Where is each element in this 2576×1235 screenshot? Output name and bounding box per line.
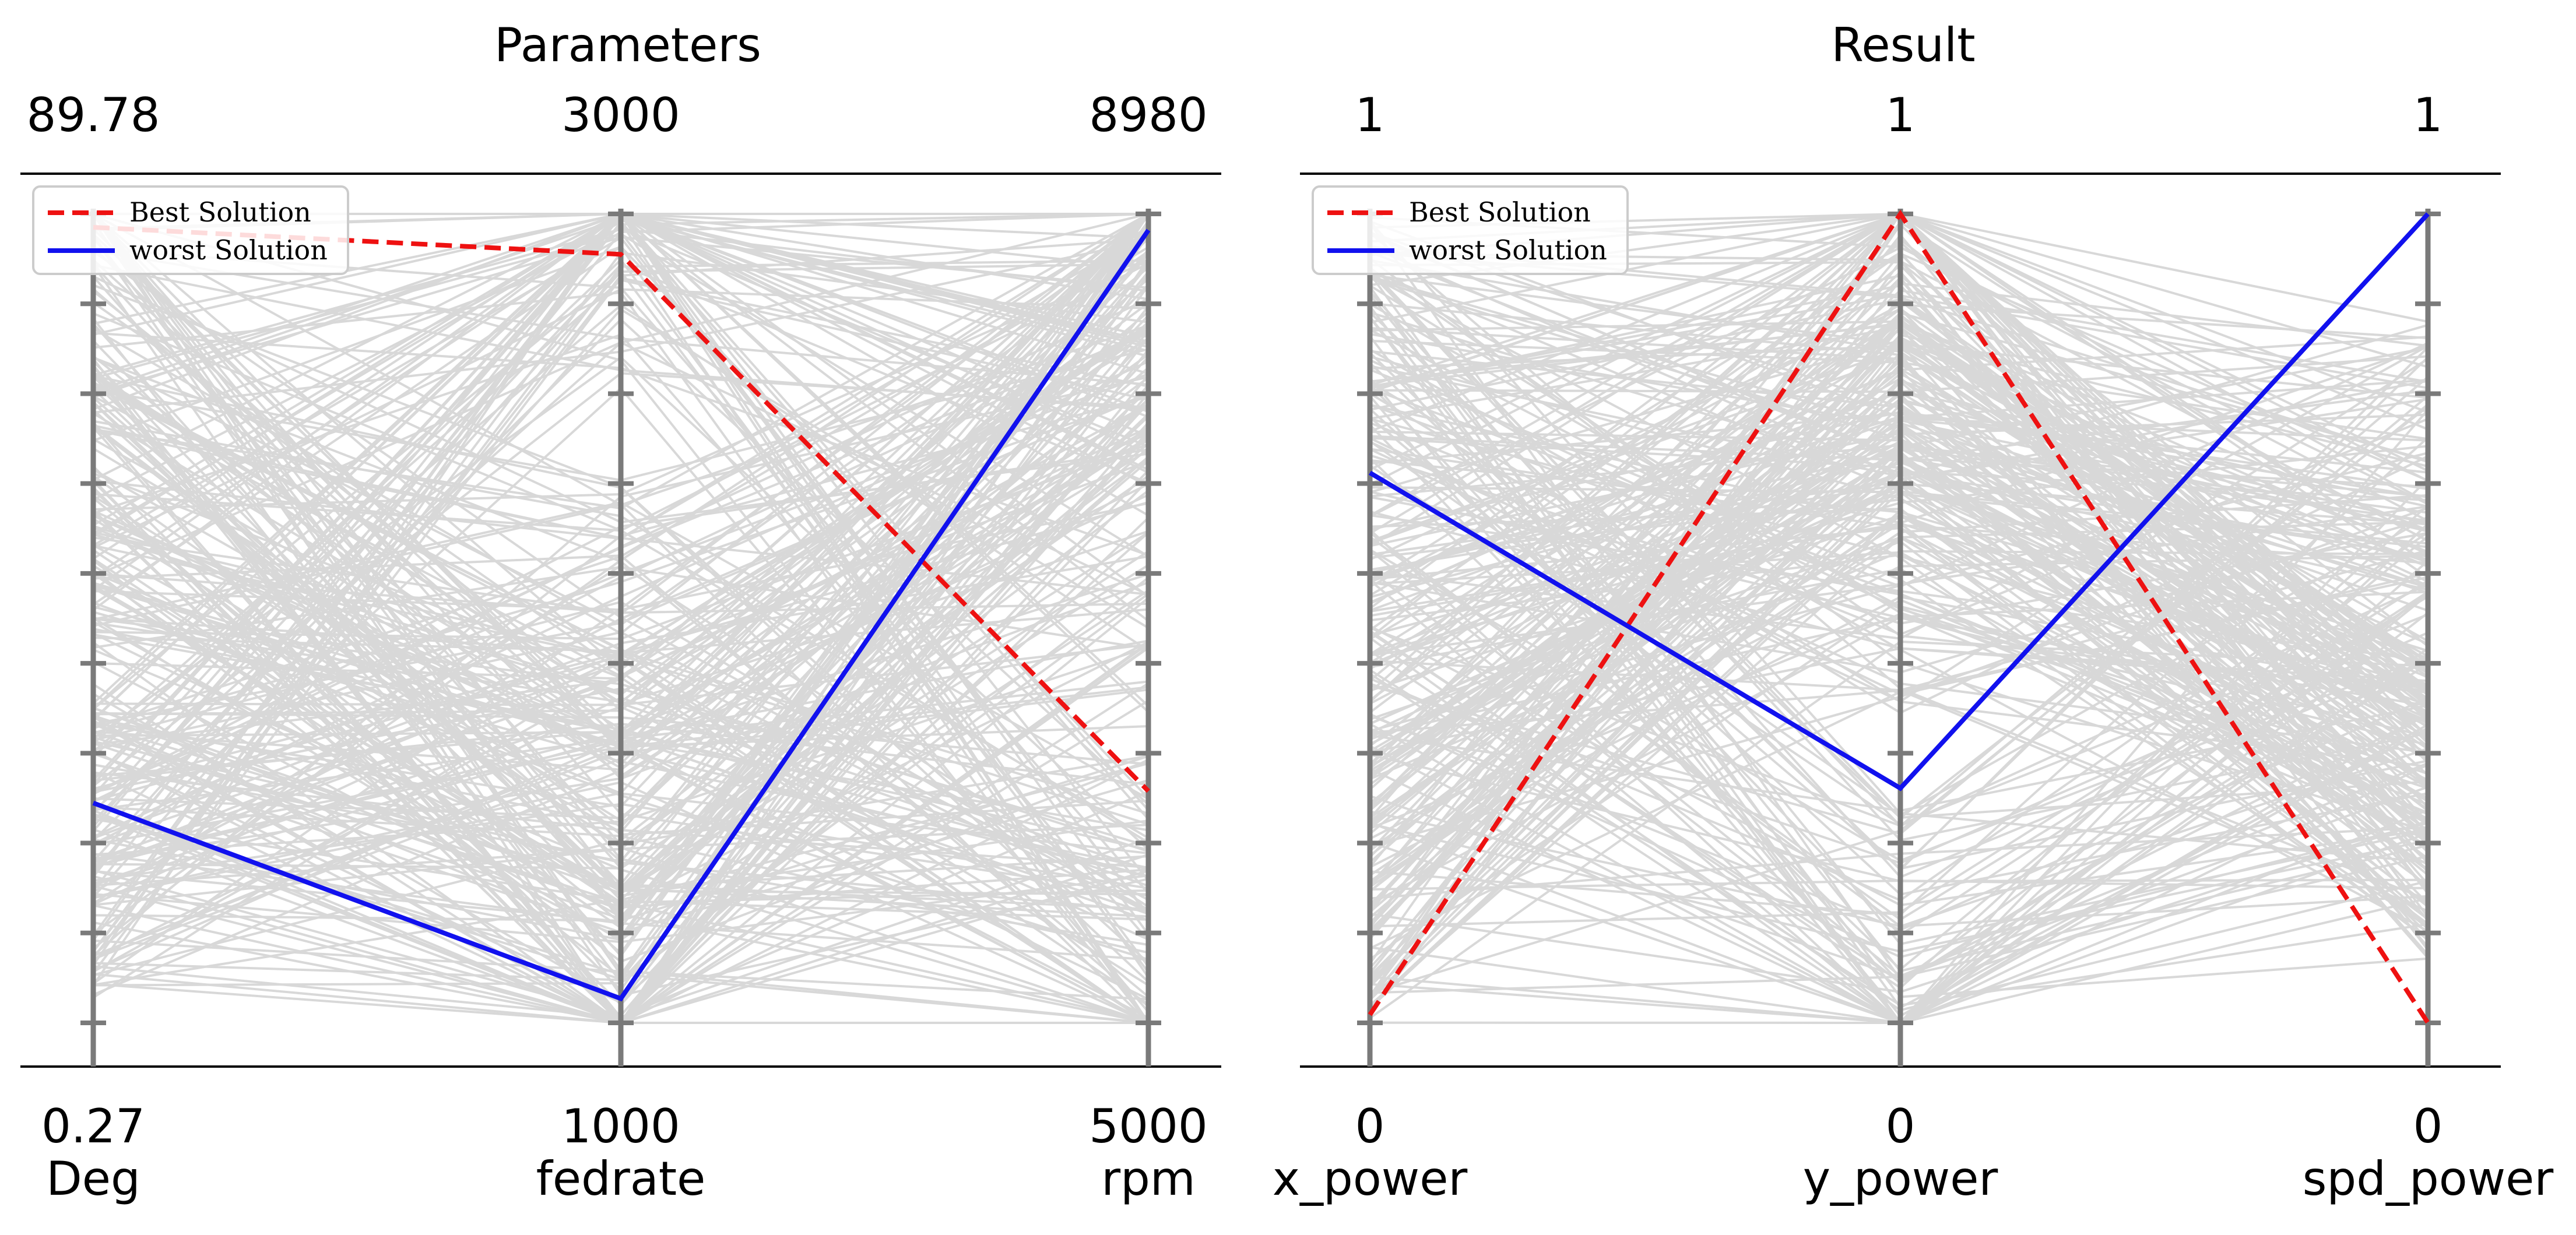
- axis-name-label: y_power: [1803, 1152, 1998, 1206]
- panel-1: Result10x_power10y_power10spd_powerBest …: [1273, 18, 2554, 1206]
- axis-max-label: 1: [1355, 88, 1385, 142]
- axis-name-label: x_power: [1273, 1152, 1468, 1206]
- worst-solution-line: [92, 228, 1151, 1002]
- axis-max-label: 3000: [561, 88, 680, 142]
- chart-title: Parameters: [494, 18, 761, 72]
- axis-min-label: 1000: [561, 1099, 680, 1153]
- legend: Best Solution worst Solution: [32, 185, 349, 275]
- legend-label: Best Solution: [129, 196, 311, 228]
- axis-min-label: 0: [1886, 1099, 1916, 1153]
- axis-1: 1 0y_power: [1803, 88, 1998, 1206]
- axis-name-label: spd_power: [2303, 1152, 2554, 1206]
- chart-title: Result: [1831, 18, 1975, 72]
- axis-min-label: 0: [2413, 1099, 2443, 1153]
- axis-min-label: 5000: [1089, 1099, 1208, 1153]
- legend-label: worst Solution: [129, 234, 328, 266]
- axis-min-label: 0: [1355, 1099, 1385, 1153]
- axis-name-label: Deg: [46, 1152, 140, 1206]
- legend: Best Solution worst Solution: [1312, 185, 1629, 275]
- axis-0: 1 0x_power: [1273, 88, 1468, 1206]
- background-lines: [1369, 212, 2429, 1025]
- axis-name-label: rpm: [1101, 1152, 1196, 1206]
- axis-max-label: 1: [1886, 88, 1916, 142]
- axis-max-label: 1: [2413, 88, 2443, 142]
- axis-max-label: 89.78: [26, 88, 160, 142]
- best-solution-line: [1368, 209, 2430, 1025]
- legend-label: worst Solution: [1409, 234, 1607, 266]
- axis-min-label: 0.27: [41, 1099, 145, 1153]
- worst-solution-line: [1368, 212, 2430, 791]
- axis-max-label: 8980: [1089, 88, 1208, 142]
- axis-name-label: fedrate: [536, 1152, 706, 1206]
- legend-label: Best Solution: [1409, 196, 1591, 228]
